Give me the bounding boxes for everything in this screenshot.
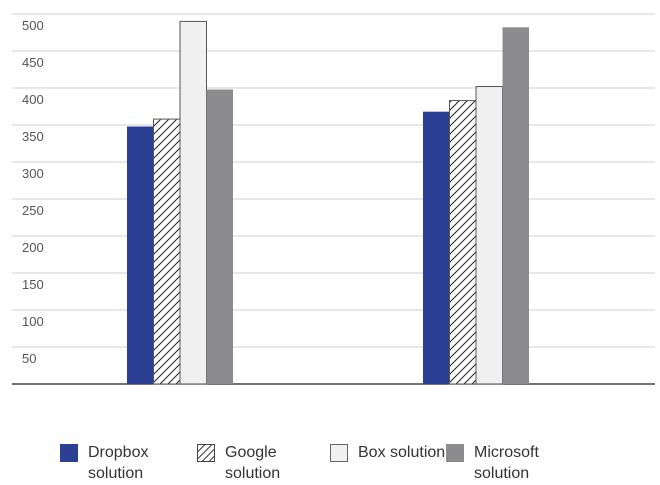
bar-chart: 50100150200250300350400450500PCMac <box>12 13 655 385</box>
legend-label: Dropbox solution <box>88 444 149 482</box>
y-tick-label: 400 <box>22 92 44 107</box>
bar-pc-2 <box>153 118 181 385</box>
y-tick-label: 100 <box>22 314 44 329</box>
legend-swatch <box>330 444 348 462</box>
bar-mac-1 <box>423 111 450 385</box>
bar-mac-3 <box>475 86 503 385</box>
bar-pc-4 <box>206 89 233 384</box>
legend-swatch <box>60 444 78 462</box>
y-tick-label: 150 <box>22 277 44 292</box>
legend-item: Microsoft solution <box>446 442 564 484</box>
bar-mac-2 <box>449 100 477 385</box>
legend-item: Box solution <box>330 442 448 463</box>
y-tick-label: 500 <box>22 18 44 33</box>
y-tick-label: 50 <box>22 351 36 366</box>
bar-pc-3 <box>179 20 207 385</box>
y-tick-label: 300 <box>22 166 44 181</box>
y-tick-label: 250 <box>22 203 44 218</box>
legend-label: Google solution <box>225 444 281 482</box>
bar-mac-4 <box>502 27 529 384</box>
legend-swatch <box>197 444 215 462</box>
y-tick-label: 200 <box>22 240 44 255</box>
y-tick-label: 450 <box>22 55 44 70</box>
legend-item: Google solution <box>197 442 315 484</box>
bar-pc-1 <box>127 126 154 384</box>
legend-label: Box solution <box>358 444 446 461</box>
legend-swatch <box>446 444 464 462</box>
legend: Dropbox solution Google solution Box solut… <box>60 442 650 482</box>
y-tick-label: 350 <box>22 129 44 144</box>
legend-label: Microsoft solution <box>474 444 539 482</box>
legend-item: Dropbox solution <box>60 442 178 484</box>
